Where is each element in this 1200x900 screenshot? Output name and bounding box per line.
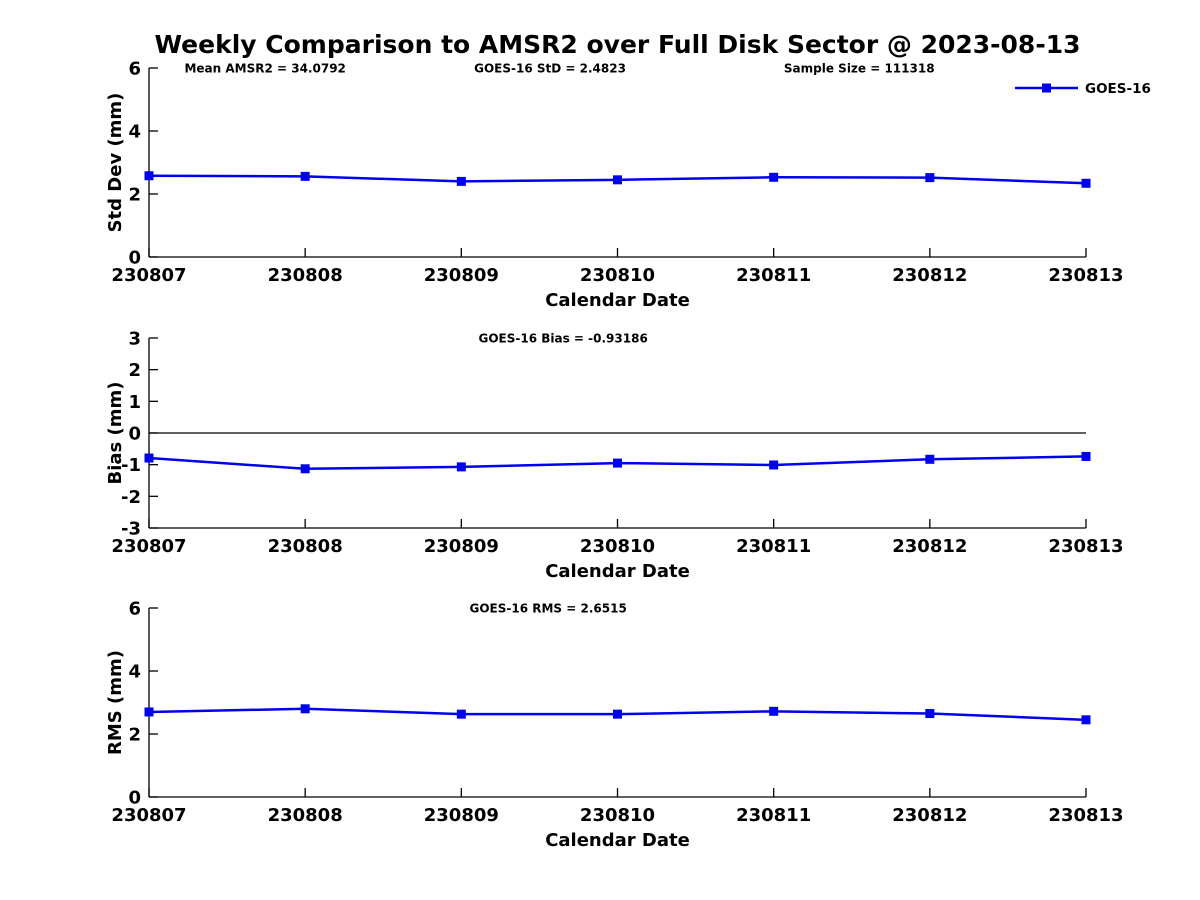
y-tick-label: -1 bbox=[121, 455, 141, 476]
x-tick-label: 230811 bbox=[736, 265, 811, 286]
stat-annotation: GOES-16 StD = 2.4823 bbox=[474, 62, 626, 76]
data-marker bbox=[925, 454, 935, 464]
data-marker bbox=[769, 460, 779, 470]
stat-annotation: Mean AMSR2 = 34.0792 bbox=[184, 62, 345, 76]
y-tick-label: 2 bbox=[128, 360, 141, 381]
data-marker bbox=[1081, 715, 1091, 725]
data-marker bbox=[1081, 451, 1091, 461]
x-tick-label: 230809 bbox=[424, 265, 499, 286]
data-marker bbox=[456, 462, 466, 472]
y-tick-label: 2 bbox=[128, 725, 141, 746]
y-tick-label: -2 bbox=[121, 487, 141, 508]
y-tick-label: 4 bbox=[128, 662, 141, 683]
stat-annotation: GOES-16 Bias = -0.93186 bbox=[479, 332, 648, 346]
data-marker bbox=[144, 453, 154, 463]
x-tick-label: 230810 bbox=[580, 536, 655, 557]
y-tick-label: 0 bbox=[128, 788, 141, 809]
data-marker bbox=[925, 709, 935, 719]
x-tick-label: 230812 bbox=[892, 265, 967, 286]
x-tick-label: 230812 bbox=[892, 536, 967, 557]
x-tick-label: 230813 bbox=[1048, 536, 1123, 557]
y-tick-label: 6 bbox=[128, 59, 141, 80]
x-tick-label: 230808 bbox=[268, 536, 343, 557]
data-marker bbox=[300, 464, 310, 474]
x-axis-label: Calendar Date bbox=[545, 290, 690, 311]
data-marker bbox=[769, 706, 779, 716]
x-axis-label: Calendar Date bbox=[545, 561, 690, 582]
x-tick-label: 230812 bbox=[892, 805, 967, 826]
legend-label: GOES-16 bbox=[1085, 81, 1151, 97]
x-tick-label: 230813 bbox=[1048, 805, 1123, 826]
data-marker bbox=[769, 172, 779, 182]
y-axis-label: RMS (mm) bbox=[105, 650, 126, 755]
stat-annotation: GOES-16 RMS = 2.6515 bbox=[470, 602, 627, 616]
data-marker bbox=[1081, 178, 1091, 188]
x-tick-label: 230810 bbox=[580, 265, 655, 286]
x-tick-label: 230807 bbox=[111, 805, 186, 826]
y-tick-label: 4 bbox=[128, 122, 141, 143]
data-marker bbox=[613, 458, 622, 468]
data-marker bbox=[925, 173, 935, 183]
y-tick-label: 1 bbox=[128, 392, 141, 413]
data-marker bbox=[613, 709, 622, 719]
data-marker bbox=[300, 171, 310, 181]
y-tick-label: 0 bbox=[128, 424, 141, 445]
data-marker bbox=[144, 707, 154, 717]
subplot-rms: 0 2 4 6 230807 230808 230809 230810 230811 230812… bbox=[105, 599, 1124, 852]
y-tick-label: 6 bbox=[128, 599, 141, 620]
subplot-std-dev: 0 2 4 6 230807 230808 230809 230810 230811 230812… bbox=[105, 59, 1124, 312]
x-tick-label: 230811 bbox=[736, 805, 811, 826]
x-tick-label: 230808 bbox=[268, 265, 343, 286]
x-tick-label: 230813 bbox=[1048, 265, 1123, 286]
x-tick-label: 230809 bbox=[424, 536, 499, 557]
data-marker bbox=[456, 709, 466, 719]
x-tick-label: 230808 bbox=[268, 805, 343, 826]
y-tick-label: 2 bbox=[128, 185, 141, 206]
x-tick-label: 230810 bbox=[580, 805, 655, 826]
y-axis-label: Std Dev (mm) bbox=[105, 93, 126, 233]
legend: GOES-16 bbox=[1015, 81, 1151, 97]
stat-annotation: Sample Size = 111318 bbox=[784, 62, 935, 76]
x-tick-label: 230807 bbox=[111, 536, 186, 557]
y-axis-label: Bias (mm) bbox=[105, 382, 126, 485]
data-marker bbox=[613, 175, 622, 185]
x-tick-label: 230809 bbox=[424, 805, 499, 826]
data-marker bbox=[456, 176, 466, 186]
data-marker bbox=[300, 704, 310, 714]
x-tick-label: 230811 bbox=[736, 536, 811, 557]
y-tick-label: 0 bbox=[128, 248, 141, 269]
legend-marker-icon bbox=[1042, 83, 1051, 93]
data-marker bbox=[144, 171, 154, 181]
figure-title: Weekly Comparison to AMSR2 over Full Dis… bbox=[154, 30, 1081, 59]
y-tick-label: 3 bbox=[128, 329, 141, 350]
x-tick-label: 230807 bbox=[111, 265, 186, 286]
x-axis-label: Calendar Date bbox=[545, 830, 690, 851]
y-tick-label: -3 bbox=[121, 519, 141, 540]
subplot-bias: -3 -2 -1 0 1 2 3 230807 230808 230809 230810 230811… bbox=[105, 329, 1124, 583]
